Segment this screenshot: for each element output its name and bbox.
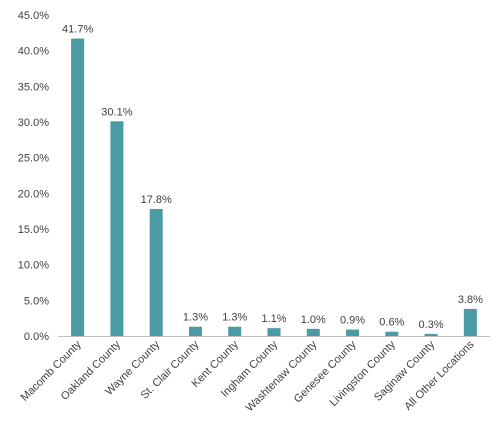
data-label: 41.7% bbox=[62, 24, 93, 36]
data-label: 17.8% bbox=[141, 194, 172, 206]
y-tick-label: 20.0% bbox=[18, 188, 49, 200]
data-label: 3.8% bbox=[458, 294, 483, 306]
data-label: 30.1% bbox=[101, 106, 132, 118]
bar bbox=[267, 328, 281, 336]
data-label: 1.1% bbox=[261, 313, 286, 325]
category-label: Washtenaw County bbox=[244, 338, 320, 414]
data-label: 1.0% bbox=[301, 314, 326, 326]
y-tick-label: 30.0% bbox=[18, 117, 49, 129]
y-tick-label: 25.0% bbox=[18, 153, 49, 165]
bar bbox=[228, 326, 242, 336]
bars bbox=[71, 38, 477, 336]
y-axis: 0.0% 5.0% 10.0% 15.0% 20.0% 25.0% 30.0% 35.0% 40… bbox=[18, 10, 49, 343]
bar bbox=[424, 333, 438, 336]
data-labels: 41.7% 30.1% 17.8% 1.3% 1.3% 1.1% 1.0% 0.9% 0.6% 0… bbox=[62, 24, 483, 331]
y-tick-label: 15.0% bbox=[18, 224, 49, 236]
y-tick-label: 45.0% bbox=[18, 10, 49, 22]
category-label: All Other Locations bbox=[402, 338, 477, 413]
bar bbox=[346, 329, 360, 336]
bar bbox=[149, 209, 163, 336]
data-label: 0.6% bbox=[379, 317, 404, 329]
bar bbox=[306, 328, 320, 336]
y-tick-label: 35.0% bbox=[18, 81, 49, 93]
y-tick-label: 10.0% bbox=[18, 260, 49, 272]
y-tick-label: 40.0% bbox=[18, 46, 49, 58]
y-tick-label: 5.0% bbox=[24, 295, 49, 307]
y-tick-label: 0.0% bbox=[24, 331, 49, 343]
category-label: Livingston County bbox=[328, 338, 399, 409]
bar bbox=[188, 326, 202, 336]
data-label: 1.3% bbox=[183, 312, 208, 324]
bar bbox=[385, 331, 399, 336]
bar bbox=[71, 38, 85, 336]
data-label: 0.3% bbox=[419, 319, 444, 331]
bar bbox=[463, 308, 477, 336]
data-label: 0.9% bbox=[340, 315, 365, 327]
data-label: 1.3% bbox=[222, 312, 247, 324]
bar bbox=[110, 121, 124, 336]
